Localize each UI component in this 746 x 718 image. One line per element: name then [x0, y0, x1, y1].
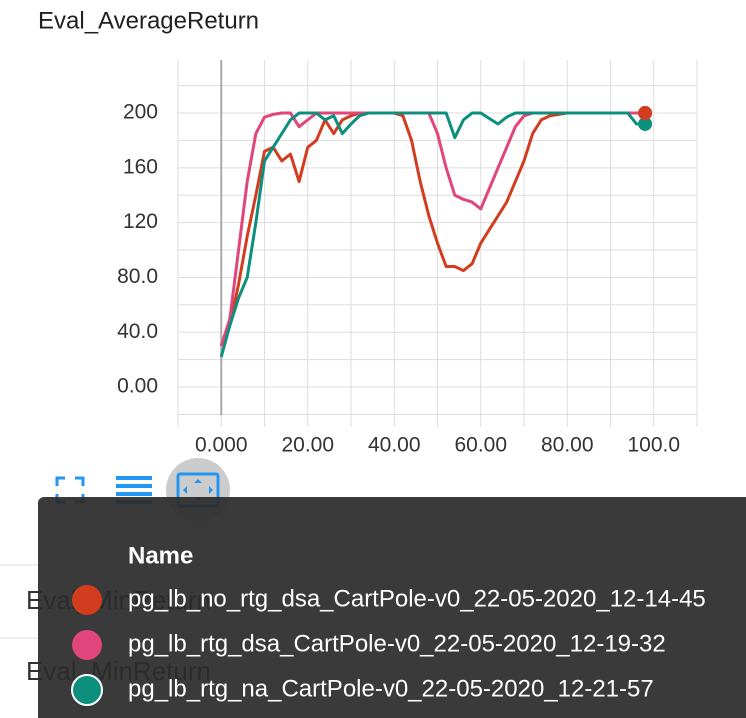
- legend-label: pg_lb_rtg_dsa_CartPole-v0_22-05-2020_12-…: [128, 630, 666, 657]
- x-tick-label: 60.00: [454, 434, 507, 457]
- plot: 0.000 20.00 40.00 60.00 80.00 100.0 0.00 40.0 80…: [117, 60, 698, 457]
- y-tick-label: 200: [123, 101, 158, 124]
- x-tick-label: 80.00: [541, 434, 594, 457]
- y-tick-label: 80.0: [117, 265, 158, 288]
- x-tick-label: 0.000: [195, 434, 248, 457]
- tooltip: Name pg_lb_no_rtg_dsa_CartPole-v0_22-05-…: [38, 497, 746, 718]
- y-tick-label: 160: [123, 155, 158, 178]
- fullscreen-button[interactable]: [55, 476, 85, 504]
- series-line: [219, 111, 646, 358]
- x-tick-label: 40.00: [368, 434, 421, 457]
- legend-swatch: [71, 674, 103, 706]
- series-line: [219, 111, 646, 347]
- end-point: [638, 106, 653, 121]
- end-point: [638, 116, 653, 131]
- legend-swatch: [72, 585, 102, 615]
- legend-label: pg_lb_rtg_na_CartPole-v0_22-05-2020_12-2…: [128, 675, 654, 702]
- x-tick-label: 100.0: [627, 434, 680, 457]
- y-tick-label: 40.0: [117, 320, 158, 343]
- chart-title: Eval_AverageReturn: [38, 7, 259, 34]
- y-tick-label: 0.00: [117, 375, 158, 398]
- legend-label: pg_lb_no_rtg_dsa_CartPole-v0_22-05-2020_…: [128, 585, 706, 612]
- x-tick-label: 20.00: [281, 434, 334, 457]
- legend-swatch: [72, 630, 102, 660]
- tooltip-header: Name: [128, 542, 193, 569]
- tooltip-background: [38, 497, 746, 718]
- y-tick-label: 120: [123, 210, 158, 233]
